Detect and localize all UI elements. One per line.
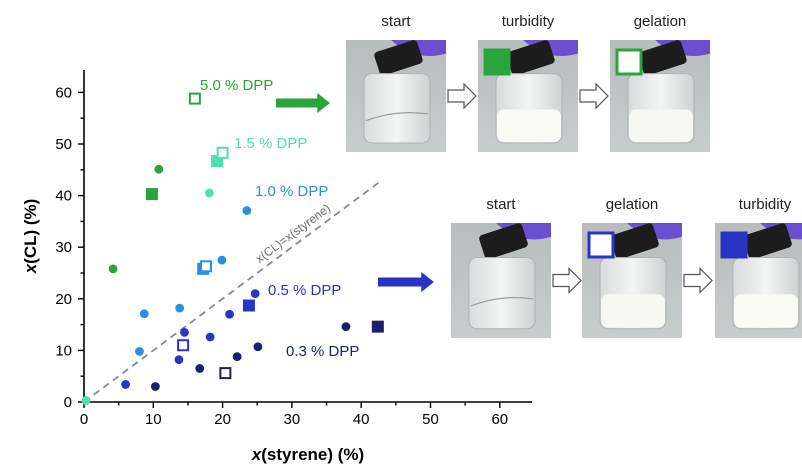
data-point-circle xyxy=(225,309,234,319)
indicator-filled-square xyxy=(483,48,511,76)
series-5-0-dpp xyxy=(108,92,201,274)
x-tick-label: 0 xyxy=(80,411,88,428)
data-point-circle xyxy=(139,309,149,319)
data-point-circle xyxy=(217,255,227,265)
vial-contents xyxy=(497,109,561,142)
data-point-circle xyxy=(205,188,214,198)
photo-panels: start turbidity gelation start gelation turbi… xyxy=(346,13,802,338)
data-point-circle xyxy=(81,396,91,405)
y-axis-title: x(CL) (%) xyxy=(21,199,40,275)
vial-contents xyxy=(734,294,798,328)
data-point-circle xyxy=(205,332,215,342)
vial-contents xyxy=(629,109,693,142)
vial-cap xyxy=(638,40,687,76)
x-axis-title: x(styrene) (%) xyxy=(251,445,364,464)
data-point-open-square xyxy=(199,260,212,273)
data-point-circle xyxy=(154,164,164,174)
data-point-circle xyxy=(242,206,252,215)
series-0-5-dpp xyxy=(121,289,260,389)
x-tick-label: 40 xyxy=(353,411,370,428)
y-tick-label: 10 xyxy=(55,342,72,359)
data-point-circle xyxy=(135,347,144,356)
y-tick-label: 50 xyxy=(55,136,72,153)
x-tick-label: 20 xyxy=(214,411,231,428)
photo-caption: start xyxy=(486,196,516,213)
process-arrow xyxy=(683,267,713,294)
data-point-open-square xyxy=(188,92,201,105)
process-arrow xyxy=(552,267,582,294)
data-marks xyxy=(81,92,384,405)
data-point-circle xyxy=(150,382,160,391)
vial-cap xyxy=(743,223,792,260)
data-point-filled-square xyxy=(145,188,158,201)
vial-photo xyxy=(451,223,551,338)
data-point-circle xyxy=(250,289,260,299)
data-point-circle xyxy=(180,327,189,337)
diagonal-line xyxy=(83,179,383,403)
data-point-filled-square xyxy=(242,299,255,312)
photo-caption: turbidity xyxy=(739,196,792,213)
process-arrow xyxy=(579,82,609,110)
data-point-circle xyxy=(253,342,263,352)
data-point-circle xyxy=(232,352,242,361)
vial-photo xyxy=(346,40,446,152)
series-labels: 5.0 % DPP 1.5 % DPP 1.0 % DPP 0.5 % DPP 0.3 … xyxy=(200,77,434,360)
indicator-filled-square xyxy=(720,231,748,259)
vial-cap xyxy=(610,223,659,260)
data-point-circle xyxy=(341,322,351,332)
diagonal-label: x(CL)=x(styrene) xyxy=(253,201,333,266)
vial-cap xyxy=(506,40,555,76)
data-point-circle xyxy=(175,303,185,313)
vial-cap xyxy=(374,40,423,76)
axes: 0 10 20 30 40 50 60 0 10 20 30 40 50 60 x(styrene) (%)… xyxy=(21,70,532,464)
x-tick-label: 10 xyxy=(145,411,162,428)
liquid-meniscus xyxy=(365,112,429,122)
process-arrow xyxy=(447,82,477,110)
data-point-open-square xyxy=(177,339,190,352)
arrow-to-photos-bottom xyxy=(378,272,434,292)
arrow-to-photos-top xyxy=(276,93,330,113)
data-point-open-square xyxy=(219,367,232,380)
series-label: 5.0 % DPP xyxy=(200,77,273,94)
photo-caption: turbidity xyxy=(502,13,555,30)
y-tick-label: 20 xyxy=(55,291,72,308)
y-tick-label: 60 xyxy=(55,84,72,101)
vial-glass xyxy=(363,73,431,144)
vial-photo xyxy=(582,223,682,338)
indicator-open-square xyxy=(587,231,615,259)
photo-row-2: start gelation turbidity xyxy=(451,196,802,338)
series-0-3-dpp xyxy=(150,320,384,391)
liquid-meniscus xyxy=(470,297,534,307)
photo-row-1: start turbidity gelation xyxy=(346,13,710,152)
data-point-circle xyxy=(121,380,130,389)
series-label: 1.5 % DPP xyxy=(234,135,307,152)
vial-glass xyxy=(468,257,536,330)
data-point-filled-square xyxy=(371,320,384,333)
data-point-open-square xyxy=(216,146,229,159)
vial-photo xyxy=(610,40,710,152)
data-point-circle xyxy=(108,264,118,274)
vial-photo xyxy=(478,40,578,152)
photo-caption: start xyxy=(381,13,411,30)
y-tick-label: 0 xyxy=(64,394,72,411)
y-tick-label: 30 xyxy=(55,239,72,256)
photo-caption: gelation xyxy=(634,13,687,30)
data-point-circle xyxy=(174,355,184,365)
series-1-0-dpp xyxy=(135,206,252,356)
x-tick-label: 50 xyxy=(422,411,439,428)
x-tick-label: 60 xyxy=(491,411,508,428)
indicator-open-square xyxy=(615,48,643,76)
x-tick-label: 30 xyxy=(284,411,301,428)
data-point-circle xyxy=(195,364,205,373)
vial-photo xyxy=(715,223,802,338)
series-label: 1.0 % DPP xyxy=(255,183,328,200)
vial-contents xyxy=(601,294,665,328)
y-tick-label: 40 xyxy=(55,188,72,205)
series-label: 0.3 % DPP xyxy=(286,343,359,360)
photo-caption: gelation xyxy=(606,196,659,213)
series-label: 0.5 % DPP xyxy=(268,282,341,299)
series-1-5-dpp xyxy=(81,146,229,405)
vial-cap xyxy=(479,223,528,260)
